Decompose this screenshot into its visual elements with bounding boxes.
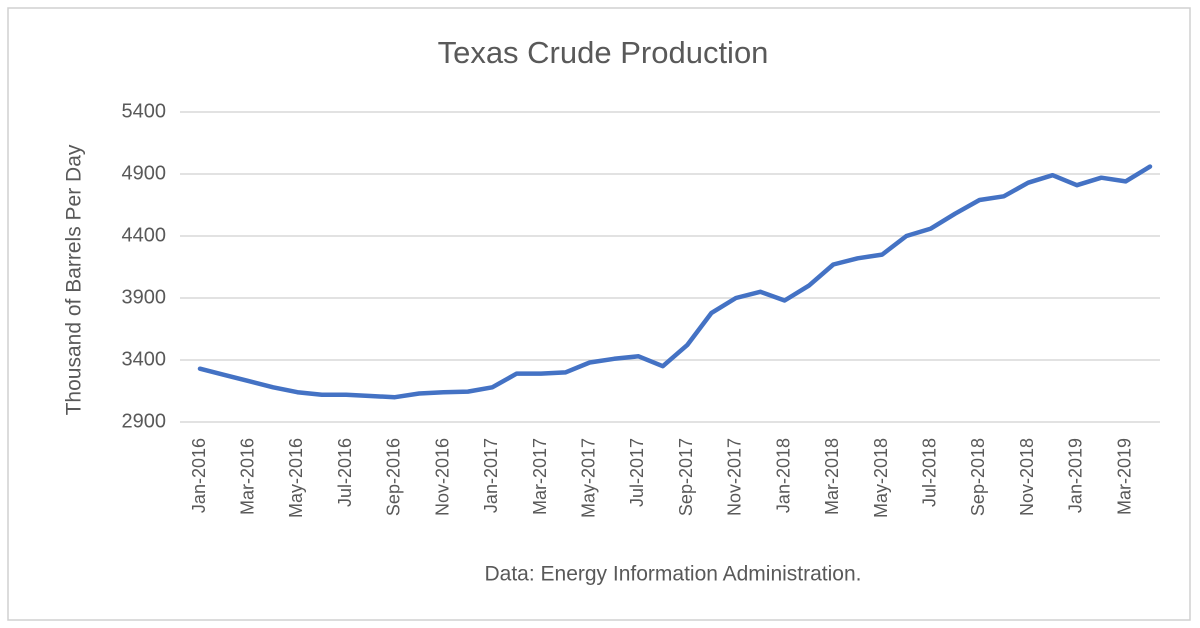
y-tick-label: 3900 [122,286,167,308]
y-axis-label: Thousand of Barrels Per Day [63,144,86,415]
x-tick-label: Jul-2017 [627,438,647,507]
x-tick-label: Sep-2018 [968,438,988,516]
x-tick-label: Mar-2016 [237,438,257,515]
x-tick-label: Sep-2016 [384,438,404,516]
x-tick-label: Mar-2018 [822,438,842,515]
y-tick-label: 4900 [122,162,167,184]
x-tick-label: Jul-2018 [920,438,940,507]
x-tick-label: Mar-2017 [530,438,550,515]
x-tick-label: Jan-2016 [189,438,209,513]
x-tick-label: Jul-2016 [335,438,355,507]
x-tick-label: Sep-2017 [676,438,696,516]
x-tick-label: Jan-2017 [481,438,501,513]
x-tick-label: Nov-2017 [725,438,745,516]
data-line [197,164,1153,400]
x-tick-label: May-2018 [871,438,891,518]
x-tick-label: Jan-2018 [773,438,793,513]
x-tick-label: May-2016 [286,438,306,518]
chart-frame [7,7,1191,621]
x-tick-label: May-2017 [578,438,598,518]
y-tick-label: 3400 [122,348,167,370]
y-tick-label: 5400 [122,100,167,122]
x-tick-label: Nov-2018 [1017,438,1037,516]
x-tick-label: Mar-2019 [1114,438,1134,515]
y-tick-label: 4400 [122,224,167,246]
x-axis-label: Data: Energy Information Administration. [484,563,861,586]
x-tick-label: Jan-2019 [1066,438,1086,513]
y-tick-label: 2900 [122,410,167,432]
chart-title: Texas Crude Production [438,35,769,70]
x-tick-label: Nov-2016 [432,438,452,516]
